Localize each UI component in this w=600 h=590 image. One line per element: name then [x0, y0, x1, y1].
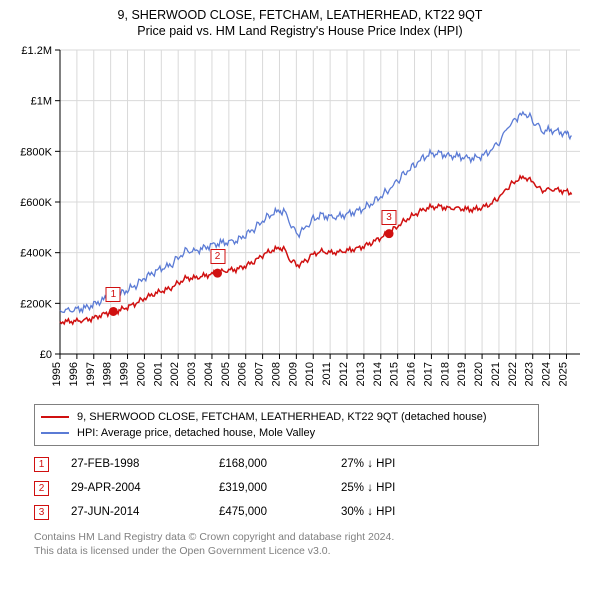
- svg-text:2020: 2020: [473, 362, 485, 386]
- svg-text:£1M: £1M: [31, 96, 52, 108]
- svg-text:2007: 2007: [254, 362, 266, 386]
- sale-date: 27-FEB-1998: [71, 458, 219, 470]
- attribution-line: This data is licensed under the Open Gov…: [34, 544, 554, 558]
- svg-text:2001: 2001: [152, 362, 164, 386]
- sale-price: £319,000: [219, 482, 341, 494]
- svg-text:£1.2M: £1.2M: [21, 45, 52, 57]
- svg-text:2011: 2011: [321, 362, 333, 386]
- svg-text:2023: 2023: [524, 362, 536, 386]
- svg-text:2009: 2009: [287, 362, 299, 386]
- sale-delta: 27% ↓ HPI: [341, 458, 395, 470]
- svg-text:2025: 2025: [557, 362, 569, 386]
- chart-sale-badge: 2: [210, 249, 225, 264]
- svg-text:2013: 2013: [355, 362, 367, 386]
- svg-text:1996: 1996: [68, 362, 80, 386]
- attribution: Contains HM Land Registry data © Crown c…: [34, 530, 554, 558]
- sales-table: 1 27-FEB-1998 £168,000 27% ↓ HPI 2 29-AP…: [34, 452, 596, 524]
- sale-row: 1 27-FEB-1998 £168,000 27% ↓ HPI: [34, 452, 596, 476]
- svg-text:2014: 2014: [372, 362, 384, 386]
- svg-text:£800K: £800K: [20, 146, 52, 158]
- svg-text:1998: 1998: [102, 362, 114, 386]
- sale-row: 3 27-JUN-2014 £475,000 30% ↓ HPI: [34, 500, 596, 524]
- attribution-line: Contains HM Land Registry data © Crown c…: [34, 530, 554, 544]
- chart-sale-badge: 1: [106, 287, 121, 302]
- svg-text:2002: 2002: [169, 362, 181, 386]
- svg-text:2016: 2016: [406, 362, 418, 386]
- svg-text:1995: 1995: [51, 362, 63, 386]
- legend-item: HPI: Average price, detached house, Mole…: [41, 425, 532, 441]
- legend-swatch-hpi: [41, 432, 69, 434]
- legend: 9, SHERWOOD CLOSE, FETCHAM, LEATHERHEAD,…: [34, 404, 539, 446]
- legend-label: 9, SHERWOOD CLOSE, FETCHAM, LEATHERHEAD,…: [77, 411, 487, 423]
- svg-text:2005: 2005: [220, 362, 232, 386]
- chart-sale-badge: 3: [382, 210, 397, 225]
- sale-marker-badge: 3: [34, 505, 49, 520]
- svg-text:2021: 2021: [490, 362, 502, 386]
- svg-text:1999: 1999: [119, 362, 131, 386]
- svg-text:2015: 2015: [389, 362, 401, 386]
- svg-text:2000: 2000: [135, 362, 147, 386]
- legend-label: HPI: Average price, detached house, Mole…: [77, 427, 315, 439]
- svg-text:2018: 2018: [439, 362, 451, 386]
- svg-text:£400K: £400K: [20, 248, 52, 260]
- svg-text:2024: 2024: [541, 362, 553, 386]
- svg-text:2003: 2003: [186, 362, 198, 386]
- legend-swatch-property: [41, 416, 69, 418]
- svg-text:1997: 1997: [85, 362, 97, 386]
- title-subtitle: Price paid vs. HM Land Registry's House …: [4, 24, 596, 38]
- svg-text:£600K: £600K: [20, 197, 52, 209]
- sale-delta: 25% ↓ HPI: [341, 482, 395, 494]
- svg-text:2010: 2010: [304, 362, 316, 386]
- title-address: 9, SHERWOOD CLOSE, FETCHAM, LEATHERHEAD,…: [4, 8, 596, 22]
- sale-price: £168,000: [219, 458, 341, 470]
- svg-text:2006: 2006: [237, 362, 249, 386]
- sale-marker-badge: 1: [34, 457, 49, 472]
- svg-text:£0: £0: [40, 349, 52, 361]
- svg-text:£200K: £200K: [20, 298, 52, 310]
- svg-text:2004: 2004: [203, 362, 215, 386]
- sale-date: 27-JUN-2014: [71, 506, 219, 518]
- sale-date: 29-APR-2004: [71, 482, 219, 494]
- svg-text:2022: 2022: [507, 362, 519, 386]
- sale-marker-badge: 2: [34, 481, 49, 496]
- svg-text:2017: 2017: [422, 362, 434, 386]
- sale-price: £475,000: [219, 506, 341, 518]
- svg-text:2008: 2008: [270, 362, 282, 386]
- legend-item: 9, SHERWOOD CLOSE, FETCHAM, LEATHERHEAD,…: [41, 409, 532, 425]
- price-chart: 1995 1996 1997 1998 1999 2000 2001 2002 2003 2004…: [15, 44, 585, 394]
- chart-title-block: 9, SHERWOOD CLOSE, FETCHAM, LEATHERHEAD,…: [4, 8, 596, 38]
- svg-text:2019: 2019: [456, 362, 468, 386]
- sale-row: 2 29-APR-2004 £319,000 25% ↓ HPI: [34, 476, 596, 500]
- svg-text:2012: 2012: [338, 362, 350, 386]
- sale-delta: 30% ↓ HPI: [341, 506, 395, 518]
